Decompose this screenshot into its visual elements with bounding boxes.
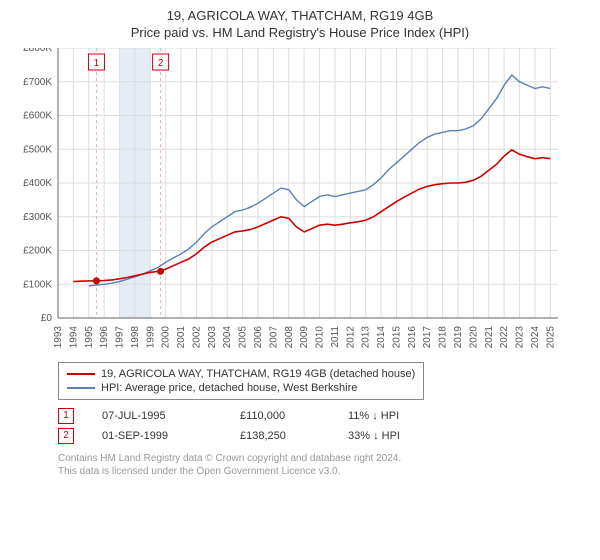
sales-table: 1 07-JUL-1995 £110,000 11% ↓ HPI 2 01-SEP-199…: [58, 406, 590, 446]
svg-text:2011: 2011: [330, 325, 341, 347]
svg-text:£600K: £600K: [23, 110, 52, 121]
svg-text:2000: 2000: [161, 325, 172, 348]
sale-row: 2 01-SEP-1999 £138,250 33% ↓ HPI: [58, 426, 590, 446]
svg-text:£0: £0: [41, 313, 53, 324]
svg-text:2020: 2020: [468, 325, 479, 348]
legend-label: 19, AGRICOLA WAY, THATCHAM, RG19 4GB (de…: [101, 368, 415, 380]
svg-text:£100K: £100K: [23, 279, 52, 290]
svg-text:2007: 2007: [268, 325, 279, 348]
svg-text:2012: 2012: [345, 325, 356, 348]
svg-text:2024: 2024: [530, 325, 541, 348]
svg-text:2025: 2025: [545, 325, 556, 348]
svg-text:2014: 2014: [376, 325, 387, 348]
svg-text:£300K: £300K: [23, 212, 52, 223]
sale-date: 01-SEP-1999: [102, 430, 212, 442]
svg-text:2002: 2002: [191, 325, 202, 348]
title-line1: 19, AGRICOLA WAY, THATCHAM, RG19 4GB: [10, 8, 590, 25]
sale-row: 1 07-JUL-1995 £110,000 11% ↓ HPI: [58, 406, 590, 426]
svg-text:1: 1: [94, 58, 100, 69]
sale-price: £138,250: [240, 430, 320, 442]
svg-text:1998: 1998: [130, 325, 141, 348]
svg-text:2004: 2004: [222, 325, 233, 348]
svg-text:£500K: £500K: [23, 144, 52, 155]
svg-text:£800K: £800K: [23, 48, 52, 54]
svg-text:2017: 2017: [422, 325, 433, 348]
sale-price: £110,000: [240, 410, 320, 422]
svg-text:1995: 1995: [84, 325, 95, 348]
svg-text:£700K: £700K: [23, 77, 52, 88]
svg-text:2: 2: [158, 58, 164, 69]
svg-text:2006: 2006: [253, 325, 264, 348]
chart-title: 19, AGRICOLA WAY, THATCHAM, RG19 4GB Pri…: [10, 8, 590, 42]
svg-text:2016: 2016: [407, 325, 418, 348]
svg-text:2009: 2009: [299, 325, 310, 348]
legend-swatch: [67, 387, 95, 389]
footer: Contains HM Land Registry data © Crown c…: [58, 452, 590, 478]
chart-svg: £0 £100K £200K £300K £400K £500K £600K £700K £80…: [10, 48, 570, 358]
svg-text:2018: 2018: [438, 325, 449, 348]
svg-text:2013: 2013: [361, 325, 372, 348]
svg-text:£200K: £200K: [23, 245, 52, 256]
svg-text:1993: 1993: [53, 325, 64, 348]
svg-text:2019: 2019: [453, 325, 464, 348]
legend: 19, AGRICOLA WAY, THATCHAM, RG19 4GB (de…: [58, 362, 424, 400]
legend-swatch: [67, 373, 95, 375]
svg-text:1999: 1999: [145, 325, 156, 348]
sale-date: 07-JUL-1995: [102, 410, 212, 422]
svg-text:2005: 2005: [238, 325, 249, 348]
svg-text:2008: 2008: [284, 325, 295, 348]
sale-pct: 33% ↓ HPI: [348, 430, 438, 442]
svg-text:1994: 1994: [68, 325, 79, 348]
footer-line2: This data is licensed under the Open Gov…: [58, 465, 590, 478]
svg-text:£400K: £400K: [23, 178, 52, 189]
legend-row: HPI: Average price, detached house, West…: [67, 381, 415, 395]
sale-marker-icon: 2: [58, 428, 74, 444]
sale-pct: 11% ↓ HPI: [348, 410, 438, 422]
footer-line1: Contains HM Land Registry data © Crown c…: [58, 452, 590, 465]
title-line2: Price paid vs. HM Land Registry's House …: [10, 25, 590, 42]
svg-text:2010: 2010: [315, 325, 326, 348]
sale-marker-icon: 1: [58, 408, 74, 424]
legend-label: HPI: Average price, detached house, West…: [101, 382, 357, 394]
svg-text:2022: 2022: [499, 325, 510, 348]
svg-text:2003: 2003: [207, 325, 218, 348]
svg-text:2015: 2015: [391, 325, 402, 348]
svg-text:2001: 2001: [176, 325, 187, 348]
svg-text:1997: 1997: [115, 325, 126, 348]
svg-text:2021: 2021: [484, 325, 495, 348]
svg-text:1996: 1996: [99, 325, 110, 348]
chart: £0 £100K £200K £300K £400K £500K £600K £700K £80…: [10, 48, 590, 358]
legend-row: 19, AGRICOLA WAY, THATCHAM, RG19 4GB (de…: [67, 367, 415, 381]
svg-text:2023: 2023: [515, 325, 526, 348]
